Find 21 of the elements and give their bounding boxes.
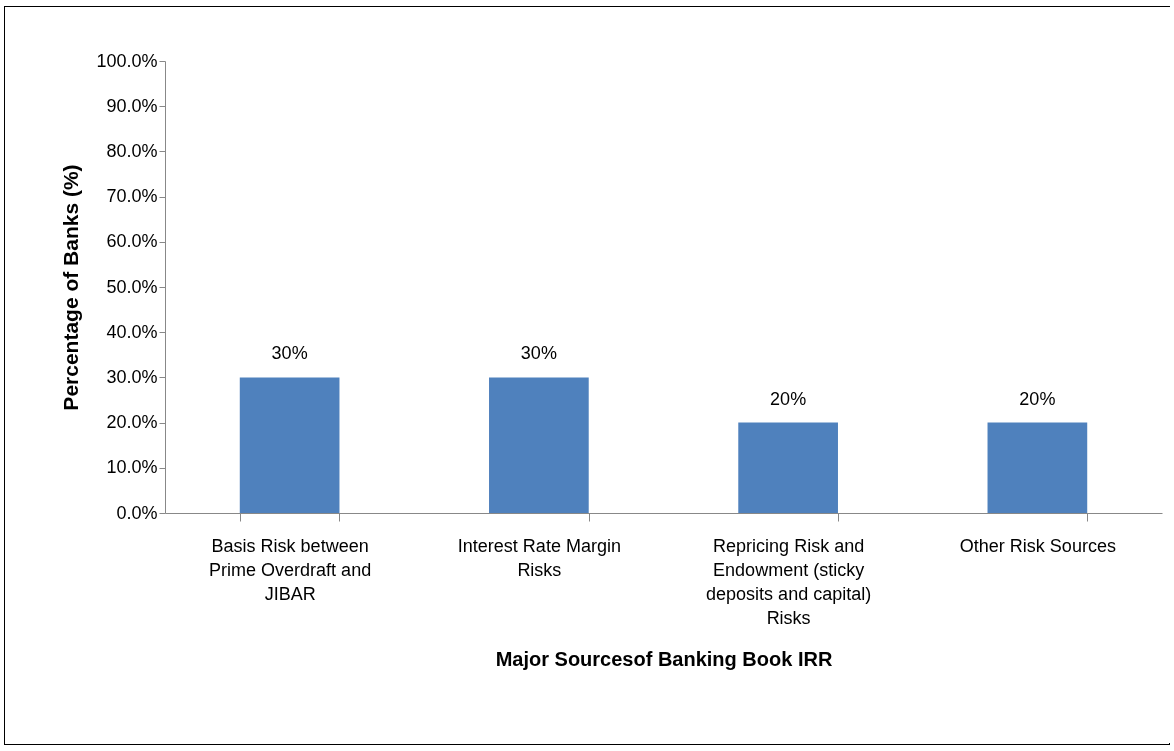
y-tick-label: 20.0% bbox=[106, 412, 158, 433]
y-tick-label: 70.0% bbox=[106, 186, 158, 207]
data-label: 30% bbox=[520, 343, 557, 364]
y-tick-label: 10.0% bbox=[106, 457, 158, 478]
x-tick-label: Interest Rate Margin Risks bbox=[457, 535, 621, 580]
y-tick-label: 40.0% bbox=[106, 321, 158, 342]
y-tick-label: 90.0% bbox=[106, 95, 158, 116]
x-tick-label: Repricing Risk and Endowment (sticky deposits and capital) Risks bbox=[706, 535, 872, 628]
x-tick-label: Basis Risk between Prime Overdraft and JIBAR bbox=[209, 535, 372, 604]
y-tick-label: 50.0% bbox=[106, 276, 158, 297]
data-label: 20% bbox=[770, 388, 807, 409]
y-axis-title: Percentage of Banks (%) bbox=[59, 164, 83, 411]
y-tick-label: 30.0% bbox=[106, 366, 158, 387]
x-axis-title: Major Sourcesof Banking Book IRR bbox=[495, 647, 833, 670]
data-label: 30% bbox=[271, 343, 308, 364]
y-tick-label: 80.0% bbox=[106, 140, 158, 161]
y-tick-label: 0.0% bbox=[116, 502, 158, 523]
x-tick-label: Other Risk Sources bbox=[959, 535, 1116, 556]
y-tick-label: 100.0% bbox=[96, 50, 158, 71]
data-label: 20% bbox=[1019, 388, 1056, 409]
y-tick-label: 60.0% bbox=[106, 231, 158, 252]
